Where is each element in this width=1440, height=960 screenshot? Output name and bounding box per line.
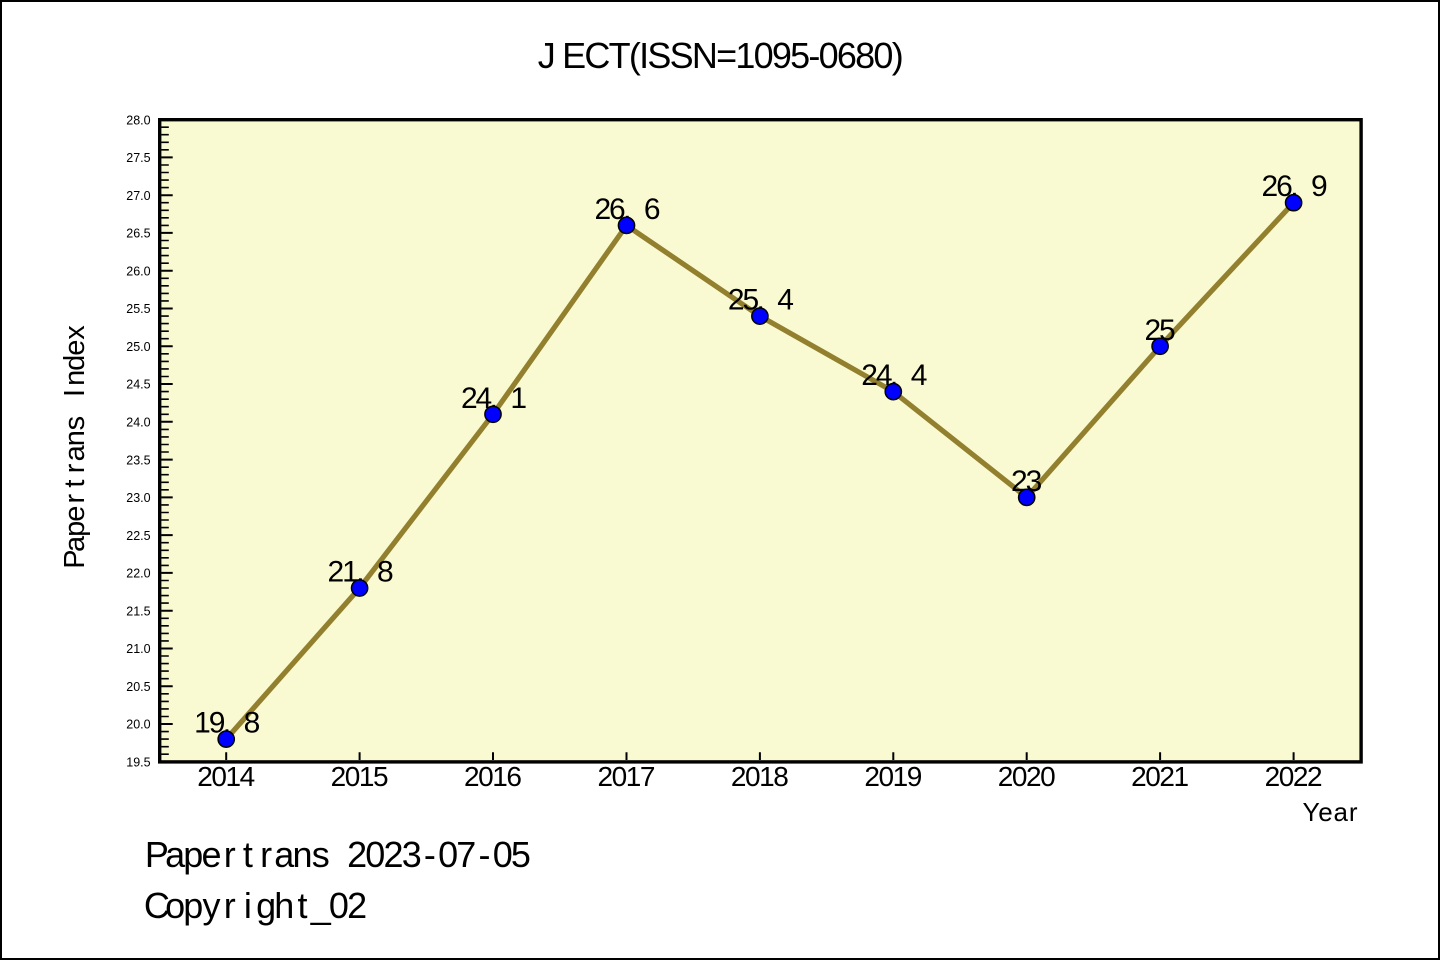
svg-text:24.5: 24.5 <box>126 378 150 392</box>
svg-text:28.0: 28.0 <box>126 113 150 127</box>
svg-text:Papertrans Index: Papertrans Index <box>59 325 91 569</box>
svg-text:2017: 2017 <box>598 761 656 792</box>
svg-text:23.0: 23.0 <box>126 491 150 505</box>
svg-text:2019: 2019 <box>864 761 922 792</box>
svg-text:20.0: 20.0 <box>126 718 150 732</box>
svg-text:19.5: 19.5 <box>126 756 150 770</box>
svg-text:26.0: 26.0 <box>126 264 150 278</box>
svg-text:25.0: 25.0 <box>126 340 150 354</box>
svg-text:Copyright_02: Copyright_02 <box>144 885 367 926</box>
svg-text:22.5: 22.5 <box>126 529 150 543</box>
svg-text:20.5: 20.5 <box>126 680 150 694</box>
svg-text:27.0: 27.0 <box>126 189 150 203</box>
svg-text:J ECT(ISSN=1095-0680): J ECT(ISSN=1095-0680) <box>538 35 904 76</box>
svg-text:2015: 2015 <box>331 761 389 792</box>
svg-text:2022: 2022 <box>1265 761 1323 792</box>
svg-text:21.5: 21.5 <box>126 604 150 618</box>
svg-text:Papertrans 2023-07-05: Papertrans 2023-07-05 <box>145 834 531 875</box>
svg-text:26.5: 26.5 <box>126 227 150 241</box>
svg-text:25.5: 25.5 <box>126 302 150 316</box>
svg-text:2020: 2020 <box>998 761 1056 792</box>
svg-text:2021: 2021 <box>1131 761 1189 792</box>
svg-text:24.0: 24.0 <box>126 416 150 430</box>
svg-text:Year: Year <box>1303 797 1358 827</box>
svg-text:2014: 2014 <box>197 761 255 792</box>
svg-text:21.0: 21.0 <box>126 642 150 656</box>
svg-text:27.5: 27.5 <box>126 151 150 165</box>
svg-text:23.5: 23.5 <box>126 453 150 467</box>
svg-text:2016: 2016 <box>464 761 522 792</box>
svg-text:2018: 2018 <box>731 761 789 792</box>
svg-text:22.0: 22.0 <box>126 567 150 581</box>
